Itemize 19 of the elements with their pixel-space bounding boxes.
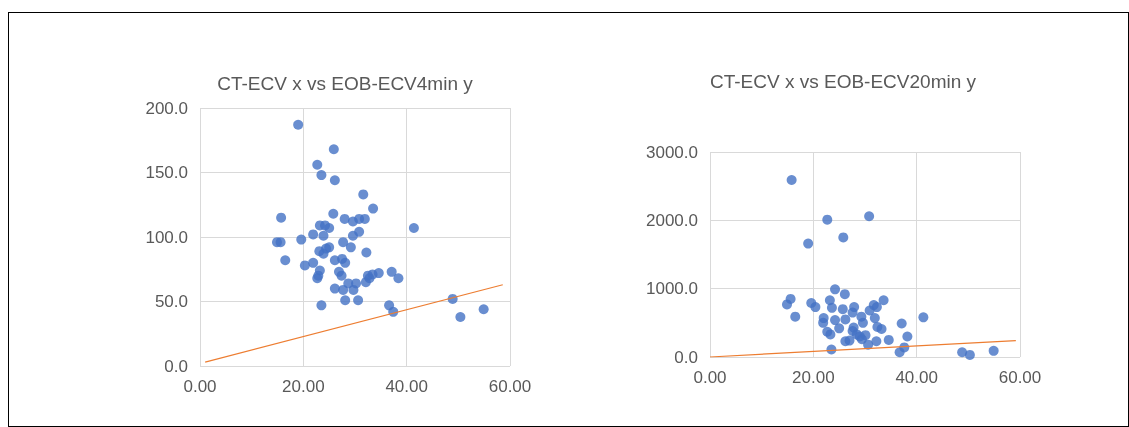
y-tick-label: 50.0 bbox=[154, 292, 188, 311]
y-tick-label: 150.0 bbox=[145, 163, 188, 182]
x-tick-label: 0.00 bbox=[183, 377, 217, 396]
x-tick-label: 60.00 bbox=[488, 377, 532, 396]
chart-title: CT-ECV x vs EOB-ECV4min y bbox=[217, 72, 474, 94]
y-tick-label: 0.0 bbox=[674, 347, 698, 367]
y-tick-label: 2000.0 bbox=[646, 210, 698, 230]
x-tick-label: 40.00 bbox=[895, 368, 938, 387]
y-tick-label: 100.0 bbox=[145, 227, 188, 247]
x-tick-label: 20.00 bbox=[282, 377, 325, 396]
y-tick-label: 200.0 bbox=[145, 98, 188, 118]
chart-title: CT-ECV x vs EOB-ECV20min y bbox=[709, 70, 977, 92]
y-tick-label: 3000.0 bbox=[646, 142, 698, 162]
y-tick-label: 0.0 bbox=[164, 356, 188, 376]
x-tick-label: 40.00 bbox=[385, 377, 428, 396]
y-tick-label: 1000.0 bbox=[646, 279, 698, 299]
x-tick-label: 0.00 bbox=[693, 368, 727, 387]
x-tick-label: 60.00 bbox=[998, 368, 1042, 387]
x-tick-label: 20.00 bbox=[792, 368, 835, 387]
